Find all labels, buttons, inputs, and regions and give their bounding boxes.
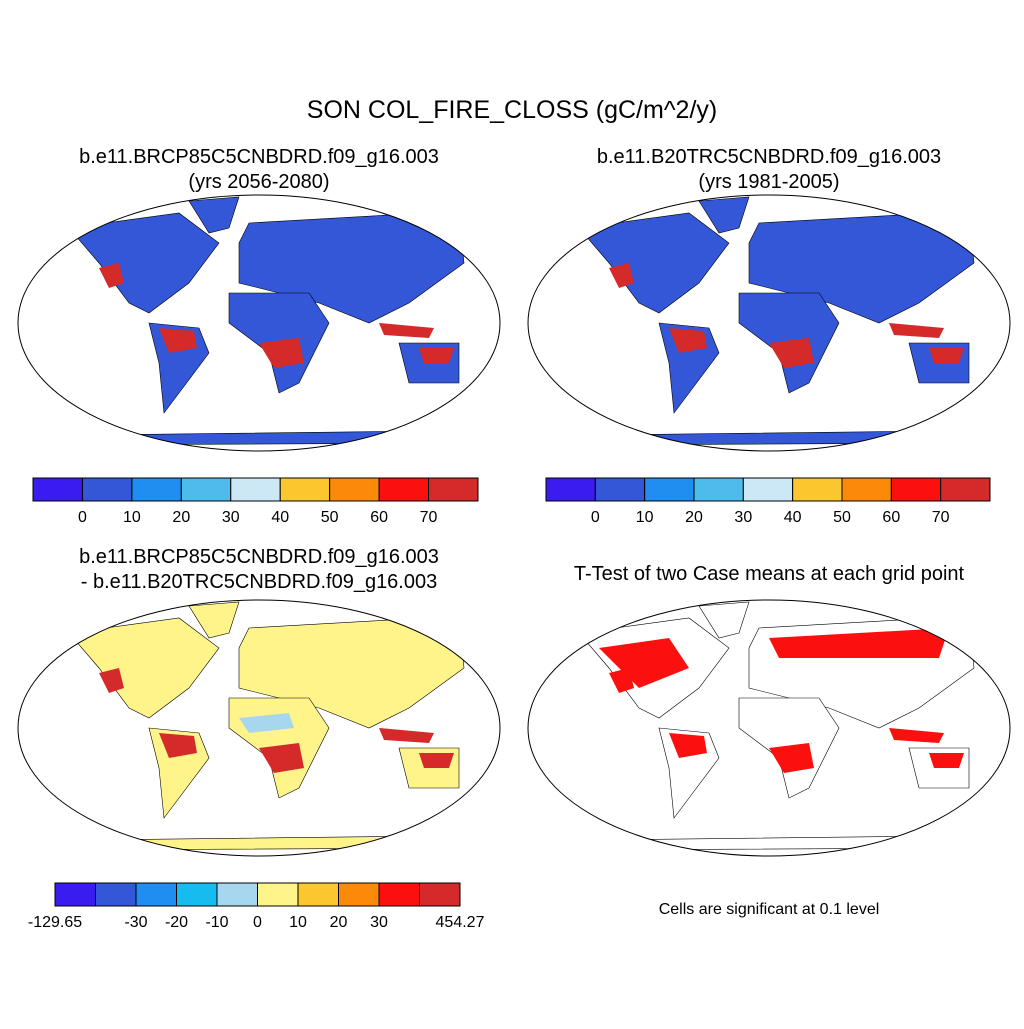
colorbar-box [81, 477, 133, 502]
panel-title: b.e11.B20TRC5CNBDRD.f09_g16.003 [597, 146, 941, 168]
colorbar-label: 0 [253, 914, 262, 931]
colorbar-label: -129.65 [28, 914, 82, 931]
colorbar-box [230, 477, 281, 502]
colorbar-box [890, 477, 942, 502]
colorbar-box [95, 882, 137, 907]
colorbar-box [329, 477, 380, 502]
colorbar-box [428, 477, 479, 502]
panel-title: T-Test of two Case means at each grid po… [574, 563, 965, 585]
colorbar-label: 454.27 [436, 914, 485, 931]
colorbar-box [545, 477, 596, 502]
colorbar-box [742, 477, 794, 502]
colorbar-box [176, 882, 218, 907]
colorbar-box [594, 477, 646, 502]
colorbar-label: 60 [370, 509, 388, 526]
panel-title: b.e11.BRCP85C5CNBDRD.f09_g16.003 [79, 546, 439, 568]
panel-title: (yrs 1981-2005) [698, 171, 839, 193]
map-panel [527, 194, 1011, 452]
colorbar-label: 10 [289, 914, 307, 931]
colorbar-box [644, 477, 695, 502]
colorbar-label: 10 [123, 509, 141, 526]
colorbar-label: 70 [420, 509, 438, 526]
caption: Cells are significant at 0.1 level [659, 901, 880, 918]
colorbar-label: 60 [882, 509, 900, 526]
colorbar-box [419, 882, 461, 907]
map-panel [17, 194, 501, 452]
colorbar-box [54, 882, 96, 907]
colorbar-label: 50 [833, 509, 851, 526]
panel-title: b.e11.BRCP85C5CNBDRD.f09_g16.003 [79, 146, 439, 168]
colorbar-label: 50 [321, 509, 339, 526]
colorbar-label: -20 [165, 914, 188, 931]
colorbar-label: 0 [591, 509, 600, 526]
colorbar-label: -30 [124, 914, 147, 931]
colorbar-label: 30 [370, 914, 388, 931]
colorbar-label: 20 [330, 914, 348, 931]
colorbar-box [216, 882, 258, 907]
map-panel [17, 599, 501, 857]
figure-title: SON COL_FIRE_CLOSS (gC/m^2/y) [307, 96, 717, 124]
colorbar-box [32, 477, 83, 502]
colorbar-label: 30 [734, 509, 752, 526]
colorbar-label: 70 [932, 509, 950, 526]
colorbar-box [940, 477, 991, 502]
map-panel [527, 599, 1011, 857]
colorbar-box [378, 477, 430, 502]
colorbar-box [693, 477, 744, 502]
colorbar-box [279, 477, 331, 502]
colorbar-label: -10 [205, 914, 228, 931]
colorbar-box [131, 477, 182, 502]
colorbar-box [257, 882, 299, 907]
colorbar-box [135, 882, 177, 907]
colorbar-label: 40 [784, 509, 802, 526]
colorbar-label: 20 [685, 509, 703, 526]
colorbar-box [841, 477, 892, 502]
panel-title: (yrs 2056-2080) [188, 171, 329, 193]
colorbar-box [378, 882, 420, 907]
panel-title: - b.e11.B20TRC5CNBDRD.f09_g16.003 [81, 571, 437, 593]
colorbar-box [180, 477, 232, 502]
colorbar-label: 0 [78, 509, 87, 526]
colorbar-label: 20 [172, 509, 190, 526]
colorbar-label: 30 [222, 509, 240, 526]
colorbar-label: 10 [636, 509, 654, 526]
colorbar-box [792, 477, 843, 502]
colorbar-box [338, 882, 380, 907]
colorbar-box [297, 882, 339, 907]
colorbar-label: 40 [271, 509, 289, 526]
